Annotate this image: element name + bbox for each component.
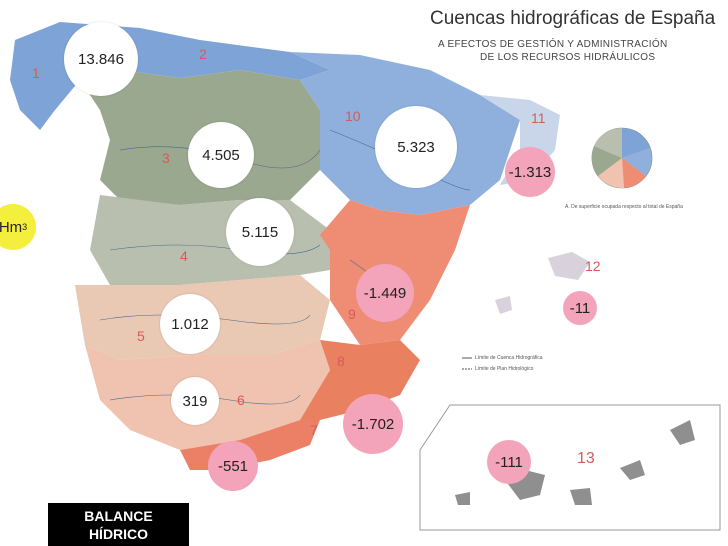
basin-number-3: 3 (162, 150, 170, 166)
basin-number-8: 8 (337, 353, 345, 369)
basin-number-6: 6 (237, 392, 245, 408)
basin-share-pie (591, 127, 653, 189)
balance-bubble-11: -1.313 (505, 147, 555, 197)
basin-number-11: 11 (531, 110, 546, 126)
canarias-frame (419, 404, 721, 531)
basin-number-5: 5 (137, 328, 145, 344)
badge-line-1: BALANCE (84, 507, 153, 524)
basin-number-12: 12 (585, 258, 601, 274)
basin-number-13: 13 (577, 450, 595, 467)
unit-label: Hm (0, 218, 23, 236)
region-baleares (548, 252, 590, 280)
unit-exponent: 3 (22, 222, 28, 232)
region-baleares-small (495, 296, 512, 314)
legend-plan-limit: Límite de Plan Hidrológico (475, 366, 534, 372)
region-canarias (455, 420, 695, 505)
basin-number-2: 2 (199, 46, 207, 62)
region-tajo (90, 195, 330, 285)
balance-bubble-10: 5.323 (375, 106, 457, 188)
basin-number-4: 4 (180, 248, 188, 264)
balance-bubble-1: 13.846 (64, 22, 138, 96)
map-title: Cuencas hidrográficas de España (430, 8, 716, 29)
region-segura (300, 340, 420, 420)
badge-line-2: HÍDRICO (88, 525, 149, 542)
balance-bubble-4: 5.115 (226, 198, 294, 266)
subtitle-line-1: A EFECTOS DE GESTIÓN Y ADMINISTRACIÓN (438, 39, 668, 50)
balance-bubble-12: -11 (563, 291, 597, 325)
legend-basin-limit: Límite de Cuenca Hidrográfica (475, 355, 543, 361)
balance-bubble-6: 319 (171, 377, 219, 425)
balance-bubble-9: -1.449 (356, 264, 414, 322)
balance-bubble-5: 1.012 (160, 294, 220, 354)
balance-bubble-7: -551 (208, 441, 258, 491)
balance-bubble-13: -111 (487, 440, 531, 484)
pie-note: A. De superficie ocupada respecto al tot… (565, 204, 683, 210)
unit-hm3-badge: Hm 3 (0, 204, 36, 250)
basin-number-7: 7 (310, 422, 318, 438)
basin-number-1: 1 (32, 65, 40, 81)
basin-number-9: 9 (348, 306, 356, 322)
balance-hidrico-label: BALANCE HÍDRICO (48, 503, 189, 546)
map-subtitle: A EFECTOS DE GESTIÓN Y ADMINISTRACIÓN DE… (438, 38, 667, 64)
subtitle-line-2: DE LOS RECURSOS HIDRÁULICOS (480, 52, 656, 63)
balance-bubble-3: 4.505 (188, 122, 254, 188)
basin-number-10: 10 (345, 108, 361, 124)
balance-bubble-8: -1.702 (343, 394, 403, 454)
